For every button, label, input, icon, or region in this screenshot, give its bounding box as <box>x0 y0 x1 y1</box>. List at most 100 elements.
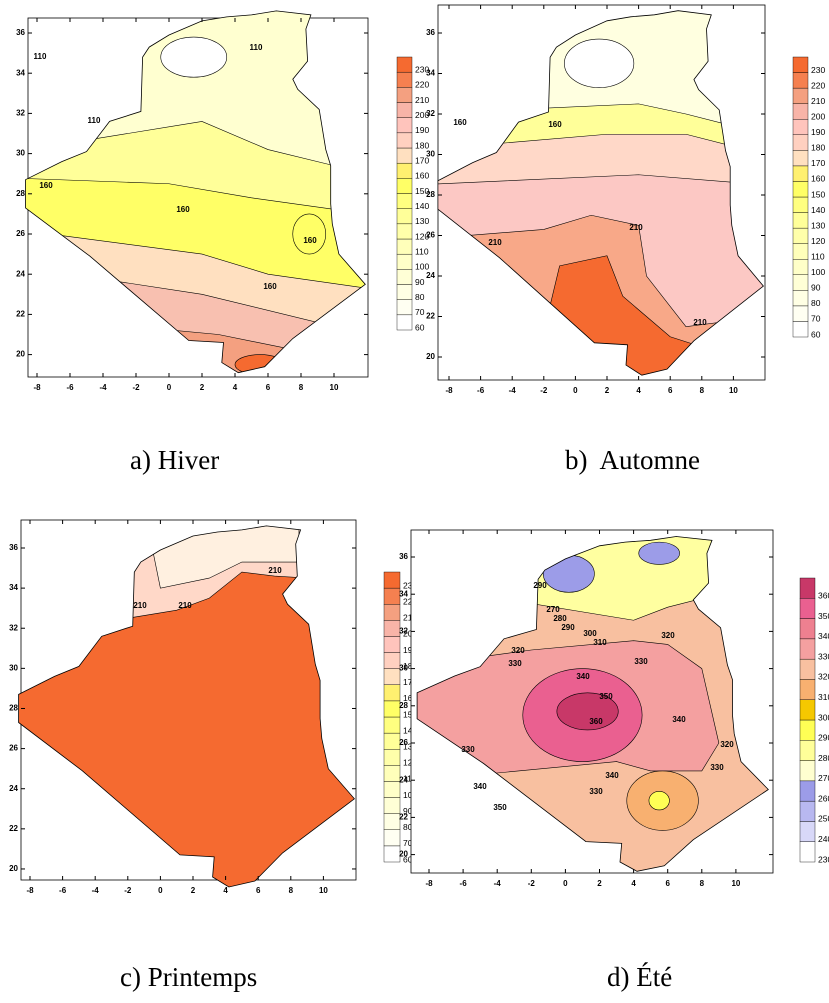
colorbar-box <box>793 306 808 322</box>
y-tick-label: 34 <box>399 589 408 598</box>
colorbar-box <box>793 197 808 213</box>
y-tick-label: 34 <box>9 583 18 592</box>
colorbar-box <box>793 213 808 229</box>
x-tick-label: 8 <box>289 886 294 895</box>
colorbar-label: 90 <box>415 277 425 287</box>
y-tick-label: 30 <box>426 150 435 159</box>
colorbar-box <box>384 717 400 733</box>
colorbar-label: 90 <box>811 283 821 293</box>
y-tick-label: 20 <box>9 864 18 873</box>
colorbar-label: 160 <box>811 174 825 184</box>
contour-label: 270 <box>546 605 560 614</box>
colorbar-box <box>397 133 412 148</box>
colorbar-box <box>397 72 412 87</box>
contour-label: 210 <box>488 238 502 247</box>
colorbar-box <box>384 685 400 701</box>
x-tick-label: -6 <box>59 886 67 895</box>
contour-label: 340 <box>473 782 487 791</box>
contour-label: 310 <box>593 638 607 647</box>
colorbar-label: 180 <box>811 143 825 153</box>
colorbar-box <box>793 88 808 104</box>
x-tick-label: -8 <box>33 383 41 392</box>
colorbar-label: 230 <box>818 854 829 864</box>
colorbar-box <box>397 239 412 254</box>
y-tick-label: 22 <box>9 824 18 833</box>
colorbar-label: 230 <box>811 65 825 75</box>
colorbar-label: 340 <box>818 631 829 641</box>
contour-label: 160 <box>176 205 190 214</box>
colorbar-box <box>800 619 815 639</box>
x-tick-label: -8 <box>445 386 453 395</box>
colorbar-label: 80 <box>415 292 425 302</box>
colorbar-label: 60 <box>811 329 821 339</box>
colorbar-label: 160 <box>415 171 429 181</box>
x-tick-label: 6 <box>256 886 261 895</box>
y-tick-label: 24 <box>16 269 25 278</box>
y-tick-label: 26 <box>399 738 408 747</box>
colorbar-label: 190 <box>415 125 429 135</box>
colorbar-box <box>800 578 815 598</box>
x-tick-label: -6 <box>66 383 74 392</box>
contour-label: 210 <box>268 566 282 575</box>
x-tick-label: 2 <box>191 886 196 895</box>
colorbar-label: 110 <box>415 246 429 256</box>
y-tick-label: 34 <box>16 68 25 77</box>
colorbar-box <box>793 166 808 182</box>
y-tick-label: 26 <box>9 744 18 753</box>
colorbar-box <box>384 620 400 636</box>
colorbar-box <box>397 118 412 133</box>
colorbar-label: 130 <box>811 220 825 230</box>
colorbar-box <box>397 103 412 118</box>
colorbar-box <box>397 194 412 209</box>
colorbar-label: 290 <box>818 733 829 743</box>
x-tick-label: 0 <box>167 383 172 392</box>
colorbar-box <box>384 701 400 717</box>
colorbar-label: 120 <box>811 236 825 246</box>
x-tick-label: 0 <box>563 879 568 888</box>
x-tick-label: 0 <box>573 386 578 395</box>
colorbar-label: 150 <box>811 189 825 199</box>
colorbar-box <box>800 761 815 781</box>
x-tick-label: -2 <box>540 386 548 395</box>
colorbar-label: 100 <box>415 262 429 272</box>
colorbar-box <box>397 87 412 102</box>
x-tick-label: 8 <box>700 386 705 395</box>
contour-label: 320 <box>511 646 525 655</box>
colorbar-label: 220 <box>415 80 429 90</box>
y-tick-label: 30 <box>16 149 25 158</box>
colorbar-label: 220 <box>811 80 825 90</box>
contour-label: 300 <box>583 629 597 638</box>
y-tick-label: 34 <box>426 69 435 78</box>
y-tick-label: 20 <box>399 850 408 859</box>
colorbar-box <box>800 700 815 720</box>
colorbar-label: 60 <box>415 322 425 332</box>
y-tick-label: 24 <box>399 775 408 784</box>
contour-label: 290 <box>561 623 575 632</box>
x-tick-label: -2 <box>132 383 140 392</box>
colorbar-box <box>384 798 400 814</box>
colorbar-box <box>800 720 815 740</box>
y-tick-label: 28 <box>16 189 25 198</box>
colorbar-label: 80 <box>811 298 821 308</box>
x-tick-label: -6 <box>460 879 468 888</box>
x-tick-label: -2 <box>528 879 536 888</box>
y-tick-label: 20 <box>426 352 435 361</box>
y-tick-label: 36 <box>16 28 25 37</box>
x-tick-label: 4 <box>636 386 641 395</box>
colorbar-label: 130 <box>415 216 429 226</box>
y-tick-label: 26 <box>426 231 435 240</box>
colorbar-box <box>397 254 412 269</box>
contour-label: 210 <box>133 601 147 610</box>
contour-label: 340 <box>576 672 590 681</box>
x-tick-label: -4 <box>494 879 502 888</box>
contour-band <box>161 37 227 77</box>
colorbar-box <box>793 119 808 135</box>
contour-band <box>564 39 634 88</box>
colorbar-box <box>800 740 815 760</box>
colorbar-label: 280 <box>818 753 829 763</box>
contour-label: 360 <box>589 717 603 726</box>
colorbar-label: 240 <box>818 834 829 844</box>
colorbar-box <box>384 846 400 862</box>
